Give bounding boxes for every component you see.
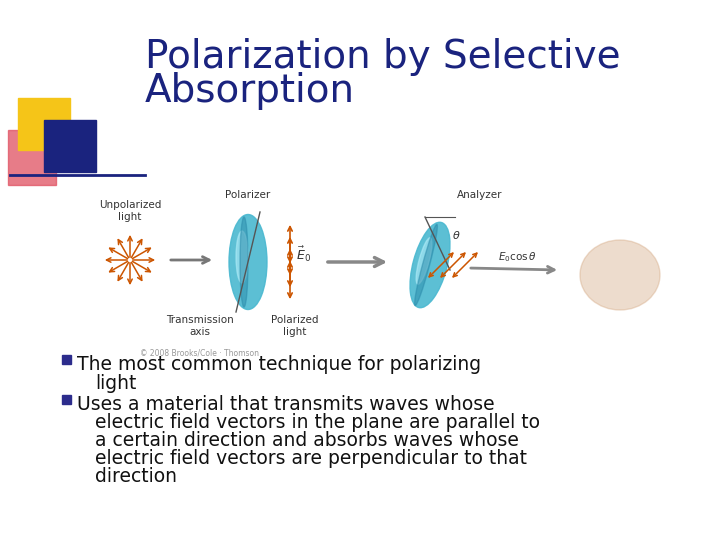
Ellipse shape	[580, 240, 660, 310]
Text: a certain direction and absorbs waves whose: a certain direction and absorbs waves wh…	[95, 431, 519, 450]
Bar	[18, 98, 70, 150]
Bar	[62, 395, 71, 404]
Ellipse shape	[415, 225, 437, 306]
Text: electric field vectors in the plane are parallel to: electric field vectors in the plane are …	[95, 413, 540, 432]
Bar	[8, 130, 56, 185]
Text: Transmission
axis: Transmission axis	[166, 315, 234, 336]
Text: direction: direction	[95, 467, 177, 486]
Bar	[44, 120, 96, 172]
Text: Analyzer: Analyzer	[457, 190, 503, 200]
Text: electric field vectors are perpendicular to that: electric field vectors are perpendicular…	[95, 449, 527, 468]
Bar	[62, 355, 71, 364]
Text: Uses a material that transmits waves whose: Uses a material that transmits waves who…	[77, 395, 495, 414]
Text: The most common technique for polarizing: The most common technique for polarizing	[77, 355, 481, 374]
Text: Absorption: Absorption	[145, 72, 355, 110]
Text: Polarizer: Polarizer	[225, 190, 271, 200]
Text: Polarization by Selective: Polarization by Selective	[145, 38, 621, 76]
Text: $\vec{E}_0$: $\vec{E}_0$	[296, 244, 311, 264]
Text: © 2008 Brooks/Cole · Thomson: © 2008 Brooks/Cole · Thomson	[140, 348, 259, 357]
Text: Polarized
light: Polarized light	[271, 315, 319, 336]
Text: $\theta$: $\theta$	[452, 229, 461, 241]
Ellipse shape	[416, 238, 432, 284]
Ellipse shape	[229, 214, 267, 309]
Text: $E_0\cos\theta$: $E_0\cos\theta$	[498, 250, 537, 264]
Ellipse shape	[410, 222, 450, 308]
Ellipse shape	[236, 231, 248, 283]
Ellipse shape	[240, 217, 248, 307]
Text: Unpolarized
light: Unpolarized light	[99, 200, 161, 222]
Text: light: light	[95, 374, 136, 393]
